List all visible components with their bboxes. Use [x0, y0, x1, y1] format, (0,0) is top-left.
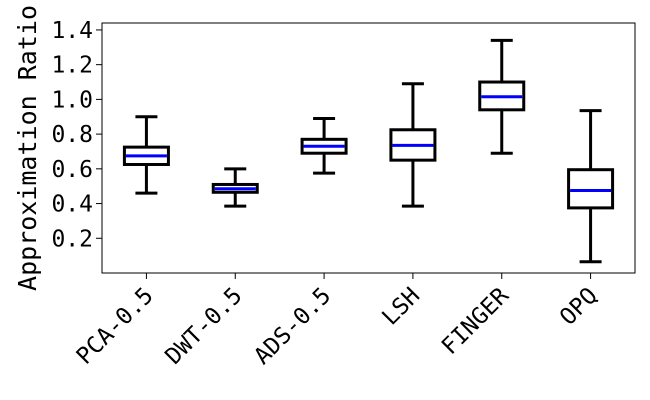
y-tick-label: 0.2 [51, 226, 93, 252]
y-axis-label: Approximation Ratio [13, 5, 42, 291]
box-lsh [389, 82, 437, 208]
box-body [478, 80, 526, 112]
box-opq [567, 109, 615, 264]
y-tick-label: 0.4 [51, 192, 93, 218]
y-tick-label: 0.8 [51, 122, 93, 148]
y-tick-label: 0.6 [51, 157, 93, 183]
box-body [567, 168, 615, 210]
box-dwt-0-5 [211, 167, 259, 208]
x-axis: PCA-0.5 DWT-0.5 ADS-0.5 LSH FINGER OPQ [72, 273, 603, 370]
x-tick-label: PCA-0.5 [72, 283, 159, 370]
boxes-group [122, 38, 615, 264]
y-axis: 0.2 0.4 0.6 0.8 1.0 1.2 1.4 [51, 18, 102, 252]
y-tick-label: 1.0 [51, 87, 93, 113]
box-body [211, 182, 259, 194]
plot-area [101, 22, 636, 274]
x-tick-label: LSH [377, 283, 425, 331]
box-pca-0-5 [122, 115, 170, 195]
y-tick-label: 1.2 [51, 53, 93, 79]
box-body [389, 128, 437, 162]
box-body [122, 145, 170, 166]
y-tick-label: 1.4 [51, 18, 93, 44]
x-tick-label: DWT-0.5 [161, 283, 248, 370]
box-ads-0-5 [300, 116, 348, 175]
x-tick-label: FINGER [437, 283, 514, 360]
box-body [300, 137, 348, 155]
x-tick-label: ADS-0.5 [249, 283, 336, 370]
x-tick-label: OPQ [555, 283, 603, 331]
box-finger [478, 38, 526, 155]
